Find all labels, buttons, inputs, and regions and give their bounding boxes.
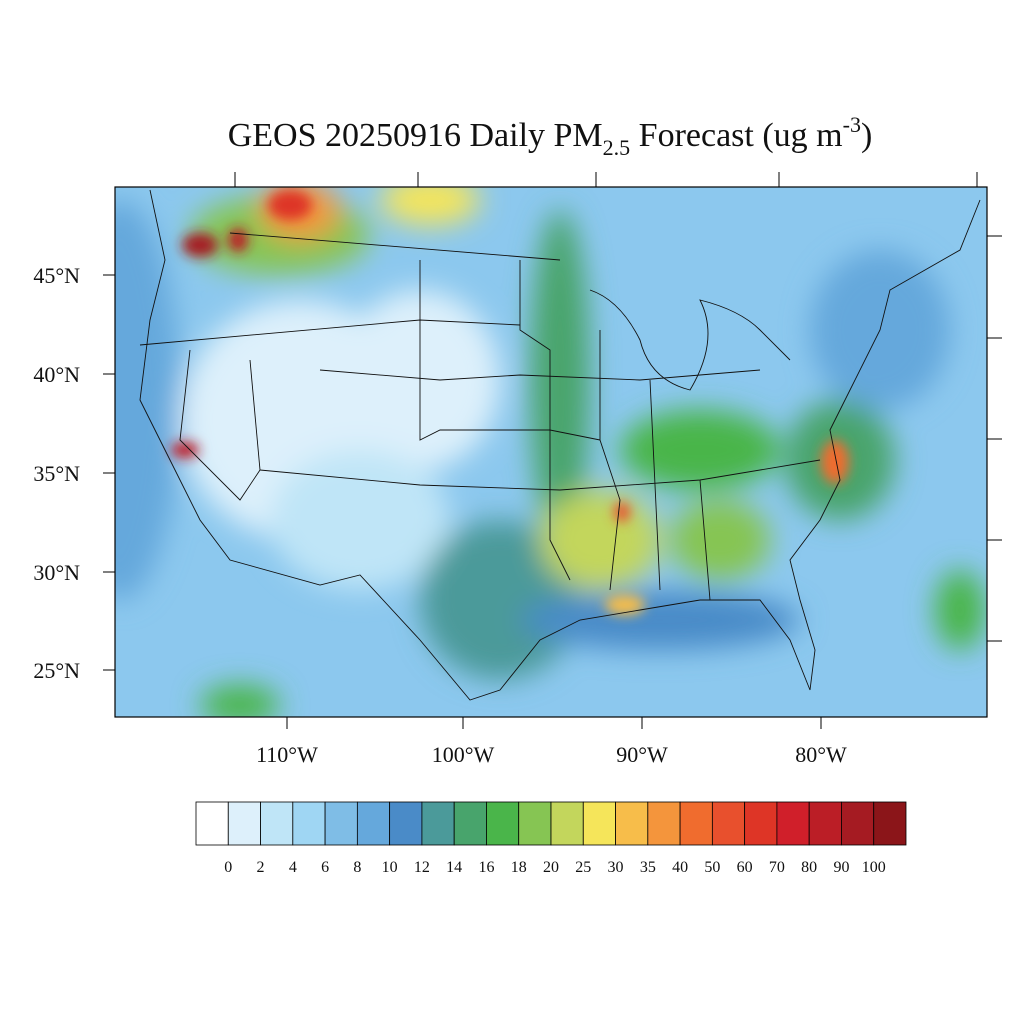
boundaries (139, 189, 981, 701)
colorbar-box (873, 801, 907, 846)
colorbar-label: 35 (640, 859, 656, 876)
colorbar-box (356, 801, 391, 846)
title-main: GEOS 20250916 Daily PM (228, 117, 603, 154)
colorbar-box (486, 801, 520, 846)
lat-label: 45°N (33, 263, 80, 288)
colorbar-box (260, 801, 294, 846)
colorbar-box (292, 801, 326, 846)
colorbar-label: 12 (414, 859, 430, 876)
colorbar-label: 2 (257, 859, 265, 876)
colorbar-box (453, 801, 487, 846)
colorbar-box (550, 801, 584, 846)
colorbar-box (421, 801, 455, 846)
map-field (115, 187, 987, 717)
colorbar-box (324, 801, 358, 846)
lon-label: 80°W (795, 742, 847, 767)
colorbar-box (582, 801, 616, 846)
title-after: Forecast (ug m (630, 117, 842, 154)
colorbar-label: 0 (224, 859, 232, 876)
title-superscript: -3 (843, 112, 861, 137)
colorbar-label: 10 (382, 859, 398, 876)
colorbar-label: 50 (704, 859, 720, 876)
colorbar-box (518, 801, 552, 846)
colorbar-label: 8 (353, 859, 361, 876)
colorbar-label: 6 (321, 859, 329, 876)
lat-label: 25°N (33, 658, 80, 683)
colorbar-box (679, 801, 713, 846)
colorbar-label: 18 (511, 859, 527, 876)
colorbar-box (744, 801, 778, 846)
colorbar-box (195, 801, 229, 846)
colorbar-box (841, 801, 875, 846)
colorbar: 0 2 4 6 8 10 12 14 16 18 20 25 30 35 40 50 60 70 80 90 100 (195, 801, 907, 876)
colorbar-label: 14 (446, 859, 462, 876)
lon-label: 110°W (256, 742, 318, 767)
colorbar-box (808, 801, 842, 846)
title-subscript: 2.5 (603, 135, 631, 160)
lat-label: 40°N (33, 362, 80, 387)
colorbar-box (711, 801, 746, 846)
colorbar-label: 30 (608, 859, 624, 876)
colorbar-label: 70 (769, 859, 785, 876)
map-axes: 45°N 40°N 35°N 30°N 25°N 110°W 100°W 90°W 80°W (33, 172, 1002, 767)
colorbar-box (615, 801, 649, 846)
title: GEOS 20250916 Daily PM2.5 Forecast (ug m… (228, 112, 873, 160)
colorbar-box (389, 801, 423, 846)
lat-label: 30°N (33, 560, 80, 585)
colorbar-label: 25 (575, 859, 591, 876)
lon-label: 100°W (432, 742, 495, 767)
colorbar-box (647, 801, 681, 846)
map-frame (114, 186, 988, 718)
lon-label: 90°W (616, 742, 668, 767)
colorbar-label: 16 (478, 859, 494, 876)
colorbar-label: 60 (737, 859, 753, 876)
lat-label: 35°N (33, 461, 80, 486)
colorbar-label: 4 (289, 859, 297, 876)
colorbar-box (227, 801, 261, 846)
colorbar-label: 80 (801, 859, 817, 876)
colorbar-label: 20 (543, 859, 559, 876)
colorbar-box (776, 801, 810, 846)
colorbar-label: 40 (672, 859, 688, 876)
colorbar-label: 100 (862, 859, 886, 876)
title-close: ) (861, 117, 872, 154)
colorbar-label: 90 (833, 859, 849, 876)
